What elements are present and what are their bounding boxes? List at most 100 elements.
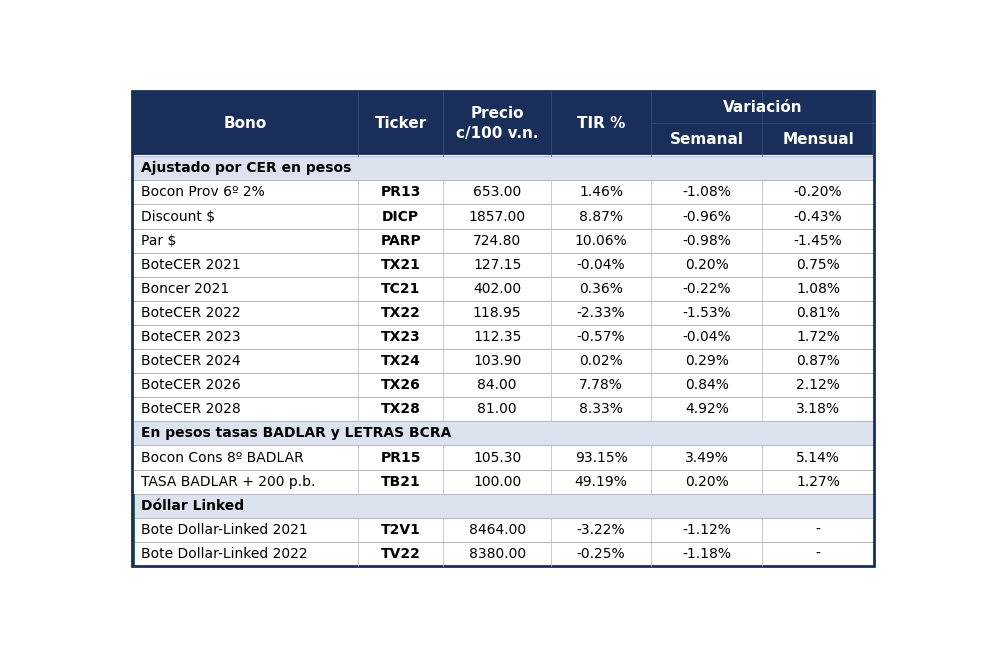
Text: -0.20%: -0.20% — [794, 185, 843, 200]
Text: TX22: TX22 — [381, 306, 421, 320]
Text: Bote Dollar-Linked 2022: Bote Dollar-Linked 2022 — [141, 547, 307, 561]
Text: Bocon Prov 6º 2%: Bocon Prov 6º 2% — [141, 185, 265, 200]
Text: BoteCER 2022: BoteCER 2022 — [141, 306, 240, 320]
Text: TX28: TX28 — [381, 402, 421, 416]
Text: 3.49%: 3.49% — [685, 450, 729, 465]
Text: 724.80: 724.80 — [473, 233, 521, 248]
Bar — [131, 229, 874, 253]
Text: -2.33%: -2.33% — [577, 306, 626, 320]
Text: -0.98%: -0.98% — [683, 233, 731, 248]
Text: 0.36%: 0.36% — [579, 282, 623, 296]
Text: -0.22%: -0.22% — [683, 282, 731, 296]
Text: 0.84%: 0.84% — [685, 378, 729, 392]
Text: Precio: Precio — [471, 106, 524, 121]
Text: Boncer 2021: Boncer 2021 — [141, 282, 230, 296]
Text: TV22: TV22 — [381, 547, 421, 561]
Text: TX23: TX23 — [381, 330, 421, 344]
Text: 0.75%: 0.75% — [797, 257, 840, 272]
Text: -0.04%: -0.04% — [577, 257, 626, 272]
Text: -1.12%: -1.12% — [683, 523, 731, 537]
Text: 8464.00: 8464.00 — [469, 523, 526, 537]
Bar — [131, 277, 874, 301]
Text: 653.00: 653.00 — [473, 185, 521, 200]
Bar — [131, 301, 874, 325]
Bar — [131, 180, 874, 205]
Text: 81.00: 81.00 — [478, 402, 517, 416]
Text: Bono: Bono — [224, 116, 267, 131]
Text: BoteCER 2021: BoteCER 2021 — [141, 257, 240, 272]
Text: Discount $: Discount $ — [141, 209, 215, 224]
Text: 0.29%: 0.29% — [685, 354, 729, 368]
Text: -0.57%: -0.57% — [577, 330, 626, 344]
Text: -: - — [815, 547, 820, 561]
Text: Dóllar Linked: Dóllar Linked — [141, 499, 244, 513]
Text: 105.30: 105.30 — [473, 450, 521, 465]
Text: BoteCER 2028: BoteCER 2028 — [141, 402, 240, 416]
Text: Bocon Cons 8º BADLAR: Bocon Cons 8º BADLAR — [141, 450, 304, 465]
Text: Variación: Variación — [723, 100, 802, 115]
Text: -1.45%: -1.45% — [794, 233, 843, 248]
Text: BoteCER 2024: BoteCER 2024 — [141, 354, 240, 368]
Text: 10.06%: 10.06% — [575, 233, 628, 248]
Text: Bote Dollar-Linked 2021: Bote Dollar-Linked 2021 — [141, 523, 308, 537]
Text: 1857.00: 1857.00 — [469, 209, 526, 224]
Bar — [131, 90, 874, 156]
Text: -: - — [815, 523, 820, 537]
Text: -1.08%: -1.08% — [683, 185, 731, 200]
Text: 5.14%: 5.14% — [797, 450, 840, 465]
Text: 0.20%: 0.20% — [685, 474, 729, 489]
Bar — [131, 518, 874, 542]
Text: 49.19%: 49.19% — [575, 474, 628, 489]
Text: 118.95: 118.95 — [473, 306, 522, 320]
Text: PR13: PR13 — [381, 185, 421, 200]
Bar — [131, 349, 874, 373]
Text: BoteCER 2023: BoteCER 2023 — [141, 330, 240, 344]
Text: TC21: TC21 — [381, 282, 421, 296]
Text: -3.22%: -3.22% — [577, 523, 626, 537]
Text: Ticker: Ticker — [375, 116, 427, 131]
Text: TX26: TX26 — [381, 378, 421, 392]
Text: T2V1: T2V1 — [381, 523, 421, 537]
Text: 103.90: 103.90 — [473, 354, 521, 368]
Bar — [131, 205, 874, 229]
Text: TASA BADLAR + 200 p.b.: TASA BADLAR + 200 p.b. — [141, 474, 315, 489]
Bar — [131, 542, 874, 566]
Text: Par $: Par $ — [141, 233, 177, 248]
Text: -1.53%: -1.53% — [683, 306, 731, 320]
Text: 8.33%: 8.33% — [579, 402, 623, 416]
Text: Mensual: Mensual — [782, 132, 854, 147]
Text: DICP: DICP — [383, 209, 419, 224]
Text: TX24: TX24 — [381, 354, 421, 368]
Text: 4.92%: 4.92% — [685, 402, 729, 416]
Text: Ajustado por CER en pesos: Ajustado por CER en pesos — [141, 161, 351, 176]
Bar — [131, 494, 134, 518]
Text: -0.96%: -0.96% — [683, 209, 731, 224]
Text: -1.18%: -1.18% — [683, 547, 731, 561]
Text: 1.46%: 1.46% — [579, 185, 623, 200]
Bar — [131, 542, 134, 566]
Text: TB21: TB21 — [381, 474, 421, 489]
Text: 1.08%: 1.08% — [797, 282, 840, 296]
Text: 0.81%: 0.81% — [797, 306, 840, 320]
Text: 93.15%: 93.15% — [575, 450, 628, 465]
Text: 8.87%: 8.87% — [579, 209, 623, 224]
Text: 1.72%: 1.72% — [797, 330, 840, 344]
Text: TIR %: TIR % — [577, 116, 625, 131]
Bar — [131, 445, 874, 469]
Text: -0.25%: -0.25% — [577, 547, 626, 561]
Text: 2.12%: 2.12% — [797, 378, 840, 392]
Text: 1.27%: 1.27% — [797, 474, 840, 489]
Text: PARP: PARP — [381, 233, 421, 248]
Text: -0.43%: -0.43% — [794, 209, 843, 224]
Text: 3.18%: 3.18% — [797, 402, 840, 416]
Text: 100.00: 100.00 — [473, 474, 521, 489]
Bar — [131, 421, 874, 445]
Text: En pesos tasas BADLAR y LETRAS BCRA: En pesos tasas BADLAR y LETRAS BCRA — [141, 426, 451, 441]
Text: BoteCER 2026: BoteCER 2026 — [141, 378, 240, 392]
Bar — [131, 325, 874, 349]
Text: c/100 v.n.: c/100 v.n. — [456, 125, 539, 141]
Text: Semanal: Semanal — [670, 132, 744, 147]
Text: 8380.00: 8380.00 — [469, 547, 526, 561]
Text: -0.04%: -0.04% — [683, 330, 731, 344]
Text: 0.20%: 0.20% — [685, 257, 729, 272]
